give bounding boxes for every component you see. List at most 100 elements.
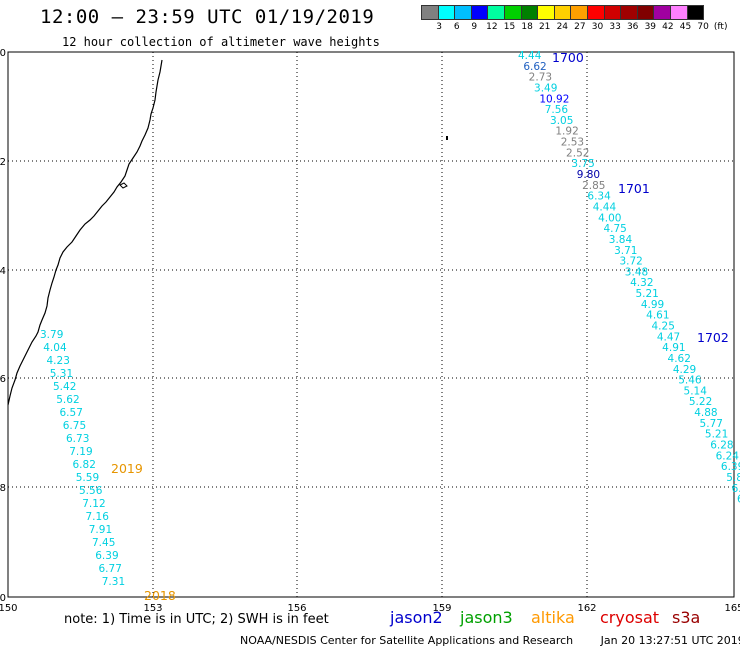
altimeter-track-east: 4.446.622.733.4910.927.563.051.922.532.5…: [518, 50, 740, 506]
wave-height-value: 4.29: [673, 364, 696, 376]
color-legend-label: 42: [662, 22, 674, 32]
wave-height-value: 5.21: [635, 288, 658, 300]
longitude-label: 150: [0, 603, 18, 614]
altimeter-track-west: 3.794.044.235.315.425.626.576.756.737.19…: [40, 329, 125, 588]
map-gridlines: [8, 52, 734, 597]
wave-height-value: 4.44: [593, 201, 617, 213]
longitude-label: 165: [724, 603, 740, 614]
wave-height-value: 3.49: [534, 82, 557, 94]
longitude-label: 159: [432, 603, 451, 614]
color-legend-label: (ft): [713, 22, 728, 32]
wave-height-value: 5.14: [684, 385, 708, 397]
latitude-label: 30: [0, 48, 6, 59]
latitude-label: 34: [0, 266, 6, 277]
note-text: note: 1) Time is in UTC; 2) SWH is in fe…: [64, 612, 329, 627]
wave-height-value: 2.52: [566, 147, 589, 159]
wave-height-value: 3.48: [625, 266, 648, 278]
satellite-legend-s3a: s3a: [672, 608, 701, 627]
wave-height-value: 7.56: [545, 104, 569, 116]
wave-height-value: 4.88: [694, 407, 717, 419]
wave-height-value: 3.84: [609, 234, 633, 246]
wave-height-value: 3.79: [40, 329, 63, 341]
wave-height-value: 5.62: [56, 394, 79, 406]
wave-height-value: 5.22: [689, 396, 712, 408]
wave-height-value: 6.73: [66, 433, 89, 445]
wave-height-value: 4.04: [43, 342, 67, 354]
wave-height-value: 7.16: [86, 511, 110, 523]
wave-height-value: 4.99: [641, 299, 664, 311]
map-frame: [7, 51, 735, 598]
pass-time-label: 1701: [618, 181, 650, 196]
wave-height-value: 5.46: [678, 375, 702, 387]
wave-height-value: 4.75: [603, 223, 626, 235]
small-island: [446, 136, 448, 140]
wave-height-value: 4.25: [652, 321, 675, 333]
page-title: 12:00 – 23:59 UTC 01/19/2019: [40, 6, 375, 28]
wave-height-value: 7.19: [69, 446, 92, 458]
color-legend-label: 9: [471, 22, 478, 32]
wave-height-value: 6.39: [95, 550, 118, 562]
wave-height-value: 4.47: [657, 331, 680, 343]
wave-height-value: 5.42: [53, 381, 76, 393]
wave-height-value: 4.91: [662, 342, 685, 354]
color-legend-label: 30: [591, 22, 604, 32]
wave-height-value: 10.92: [539, 93, 569, 105]
wave-height-value: 6.75: [63, 420, 86, 432]
satellite-legend-jason3: jason3: [460, 608, 513, 627]
wave-height-value: 5.31: [50, 368, 73, 380]
latitude-labels: 30 32 34 36 38 40: [0, 48, 6, 604]
wave-height-value: 6.28: [710, 440, 733, 452]
wave-height-value: 6: [737, 494, 740, 506]
latitude-label: 32: [0, 157, 6, 168]
wave-height-value: 3.71: [614, 245, 637, 257]
color-swatch: [686, 5, 705, 20]
wave-height-value: 5.59: [76, 472, 99, 484]
wave-height-value: 7.12: [82, 498, 105, 510]
wave-height-value: 4.32: [630, 277, 653, 289]
color-legend-label: 12: [486, 22, 498, 32]
wave-height-value: 2.73: [529, 72, 552, 84]
color-legend: [421, 5, 705, 20]
footer-source: NOAA/NESDIS Center for Satellite Applica…: [240, 634, 574, 647]
color-legend-label: 39: [644, 22, 657, 32]
page-subtitle: 12 hour collection of altimeter wave hei…: [62, 35, 380, 49]
color-legend-label: 15: [503, 22, 516, 32]
footer-timestamp: Jan 20 13:27:51 UTC 2019: [600, 634, 740, 647]
wave-height-value: 6.77: [99, 563, 122, 575]
wave-height-value: 2.53: [561, 137, 584, 149]
wave-height-value: 9.80: [577, 169, 600, 181]
pass-time-label: 2019: [111, 461, 143, 476]
latitude-label: 36: [0, 374, 6, 385]
wave-height-value: 6.: [732, 483, 740, 495]
pass-time-labels: 1700 1701 1702 2019 2018: [111, 50, 729, 603]
color-legend-label: 24: [556, 22, 569, 32]
wave-height-value: 1.92: [555, 126, 578, 138]
satellite-legend-jason2: jason2: [390, 608, 443, 627]
footer: NOAA/NESDIS Center for Satellite Applica…: [240, 634, 740, 647]
wave-height-value: 4.61: [646, 310, 669, 322]
coastline: [7, 59, 163, 406]
wave-height-value: 4.44: [518, 50, 542, 62]
color-legend-label: 18: [521, 22, 533, 32]
wave-height-value: 6.62: [523, 61, 546, 73]
pass-time-label: 1702: [697, 330, 729, 345]
wave-height-value: 3.05: [550, 115, 573, 127]
wave-height-value: 6.82: [73, 459, 96, 471]
longitude-label: 153: [143, 603, 162, 614]
satellite-legend-cryosat: cryosat: [600, 608, 660, 627]
pass-time-label: 1700: [552, 50, 584, 65]
color-legend-label: 33: [609, 22, 621, 32]
wave-height-value: 6.34: [587, 191, 611, 203]
color-legend-label: 70: [697, 22, 709, 32]
wave-height-value: 6.24: [716, 450, 740, 462]
color-legend-label: 6: [453, 22, 460, 32]
wave-height-value: 6.39: [721, 461, 740, 473]
wave-height-value: 4.62: [668, 353, 691, 365]
longitude-labels: 150 153 156 159 162 165: [0, 603, 740, 614]
color-legend-label: 3: [436, 22, 442, 32]
wave-height-value: 3.72: [619, 256, 642, 268]
wave-height-value: 4.00: [598, 212, 621, 224]
small-island: [119, 182, 128, 189]
wave-height-value: 7.45: [92, 537, 115, 549]
